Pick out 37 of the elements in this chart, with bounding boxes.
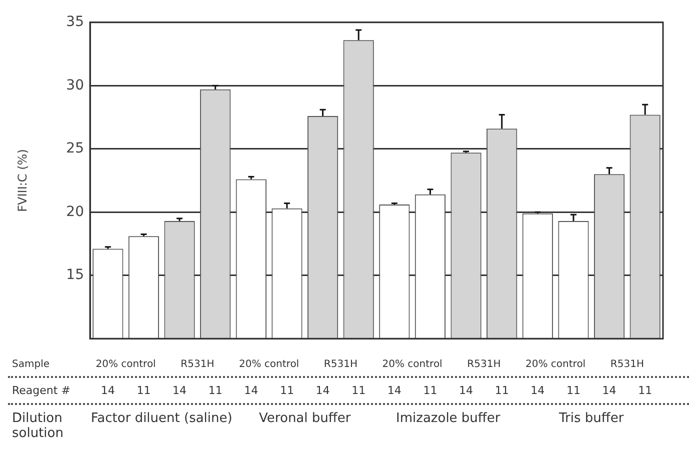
y-tick-label: 25	[66, 140, 84, 157]
text: 20% control	[94, 359, 157, 370]
text: Imizazole buffer	[395, 411, 502, 426]
text: 20% control	[381, 359, 444, 370]
x-tick-label: 14	[314, 384, 331, 397]
text: Reagent #	[11, 384, 72, 397]
x-tick-label: 11	[207, 384, 224, 397]
x-tick-label: 14	[386, 384, 402, 397]
text: 20% control	[524, 359, 587, 370]
x-tick-label: 14	[100, 384, 116, 397]
x-tick-label: 14	[601, 384, 618, 397]
text: Dilution solution	[11, 411, 64, 441]
x-tick-label: 11	[136, 384, 152, 397]
y-axis-title: FVIII:C (%)	[15, 149, 30, 212]
y-tick-label: 30	[66, 77, 84, 94]
x-tick-label: 11	[494, 384, 510, 397]
text: Factor diluent (saline)	[90, 411, 234, 426]
text: R531H	[466, 359, 502, 370]
text: R531H	[322, 359, 358, 370]
x-tick-label: 11	[350, 384, 367, 397]
text: Sample	[11, 359, 50, 370]
x-tick-label: 11	[422, 384, 438, 397]
x-tick-label: 14	[530, 384, 546, 397]
text: R531H	[180, 359, 216, 370]
text: Veronal buffer	[258, 411, 352, 426]
x-tick-label: 11	[278, 384, 295, 397]
text: R531H	[609, 359, 645, 370]
y-tick-label: 20	[66, 204, 84, 220]
y-tick-label: 15	[66, 267, 84, 283]
x-tick-label: 11	[637, 384, 654, 397]
y-tick-label: 35	[66, 14, 84, 30]
x-tick-label: 11	[565, 384, 582, 397]
x-tick-label: 14	[458, 384, 474, 397]
x-tick-label: 14	[172, 384, 188, 397]
text: 20% control	[238, 359, 300, 370]
text: Tris buffer	[558, 411, 625, 426]
x-tick-label: 14	[243, 384, 260, 397]
